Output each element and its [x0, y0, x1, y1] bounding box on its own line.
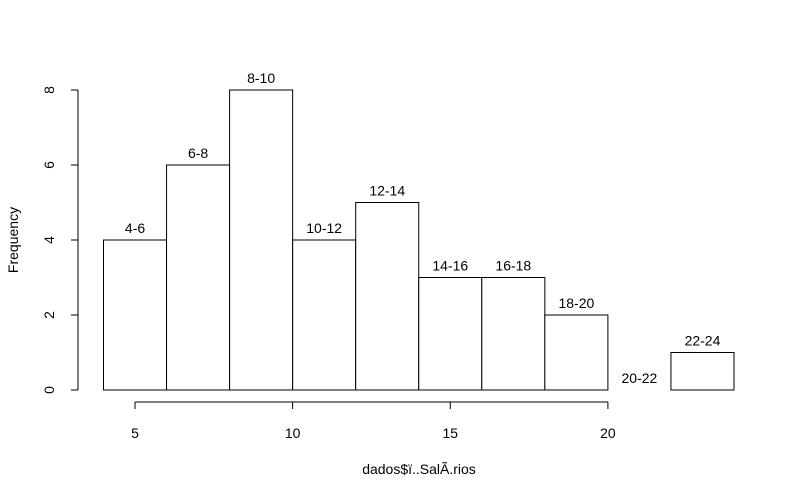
x-tick-label: 15: [442, 425, 458, 441]
bar-label: 12-14: [369, 183, 405, 199]
x-tick-label: 5: [131, 425, 139, 441]
bar-label: 8-10: [247, 70, 275, 86]
y-tick-label: 8: [41, 86, 57, 94]
bar: [418, 277, 483, 391]
bar: [670, 352, 735, 391]
bar: [481, 277, 546, 391]
bar-label: 10-12: [306, 220, 342, 236]
y-tick-label: 0: [41, 386, 57, 394]
x-tick-label: 10: [285, 425, 301, 441]
y-tick-label: 4: [41, 236, 57, 244]
y-tick-label: 6: [41, 161, 57, 169]
bar-label: 14-16: [432, 258, 468, 274]
bar-label: 18-20: [558, 295, 594, 311]
x-axis-label: dados$ï..SalÃ.rios: [362, 461, 476, 477]
bar-label: 20-22: [622, 370, 658, 386]
bar: [355, 202, 420, 391]
bar: [103, 239, 168, 391]
x-tick-label: 20: [600, 425, 616, 441]
y-axis-label: Frequency: [5, 207, 21, 273]
bar-label: 4-6: [125, 220, 145, 236]
bar-label: 16-18: [495, 258, 531, 274]
bar: [229, 89, 294, 391]
bar: [292, 239, 357, 391]
bar-label: 22-24: [685, 333, 721, 349]
y-tick-label: 2: [41, 311, 57, 319]
bar-label: 6-8: [188, 145, 208, 161]
bar: [166, 164, 231, 391]
bar: [544, 314, 609, 391]
